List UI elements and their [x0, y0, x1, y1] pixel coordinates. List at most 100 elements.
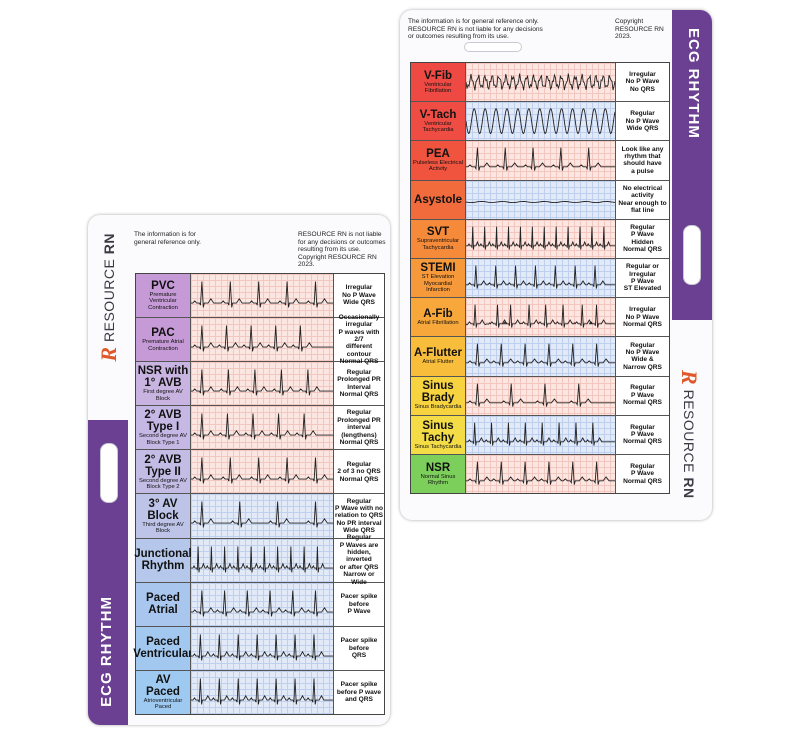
brand-mark: R [96, 346, 121, 362]
rhythm-name: PAC [151, 327, 175, 340]
rhythm-description: Occasionally irregular P waves with 2/7 dif… [334, 314, 384, 365]
ecg-strip [191, 406, 334, 450]
rhythm-description: Pacer spike before P Wave [334, 583, 384, 626]
rhythm-name-cell: Sinus Brady Sinus Bradycardia [411, 376, 466, 415]
rhythm-row: A-Flutter Atrial Flutter Regular No P Wave W… [411, 337, 669, 377]
ecg-strip [191, 318, 334, 362]
rhythm-description: Regular Prolonged PR Interval Normal QRS [334, 362, 384, 405]
ecg-line [191, 590, 333, 616]
rhythm-name: Junctional Rhythm [134, 548, 192, 573]
copyright: Copyright RESOURCE RN 2023. [615, 18, 664, 41]
brand-word: RESOURCE [101, 258, 117, 342]
ecg-strip [466, 102, 616, 141]
description-line: Normal QRS [339, 391, 379, 399]
rhythm-name: SVT [426, 226, 450, 239]
rhythm-description: Irregular No P Wave Normal QRS [616, 298, 669, 336]
description-line: Hidden [631, 238, 654, 246]
ecg-trace [466, 416, 615, 454]
description-line: and QRS [345, 696, 373, 704]
description-line: Wide QRS [626, 124, 659, 132]
ecg-line [466, 109, 615, 134]
ecg-strip [466, 180, 616, 219]
rhythm-subtitle: Premature Ventricular Contraction [148, 291, 178, 311]
rhythm-name-cell: 2° AVB Type II Second degree AV Block Typ… [136, 450, 191, 494]
ecg-line [191, 678, 333, 704]
rhythm-row: STEMI ST Elevation Myocardial Infarction R… [411, 258, 669, 299]
rhythm-name: AV Paced [146, 673, 180, 698]
rhythm-name-cell: A-Flutter Atrial Flutter [411, 337, 466, 376]
rhythm-description: Pacer spike before P wave and QRS [334, 671, 384, 714]
description-line: Near enough to [618, 199, 667, 207]
ecg-trace [466, 377, 615, 415]
brand-word: RESOURCE [681, 389, 697, 473]
ecg-strip [191, 362, 334, 406]
card-title: ECG RHYTHM [685, 28, 702, 139]
rhythm-description: Regular P Wave Hidden Normal QRS [616, 220, 669, 258]
ecg-line [466, 74, 615, 91]
description-line: before P wave [336, 688, 382, 696]
ecg-trace [466, 337, 615, 375]
ecg-strip [191, 450, 334, 494]
description-line: Pacer spike [340, 637, 378, 645]
description-line: Regular [346, 460, 372, 468]
ecg-strip [466, 63, 616, 102]
ecg-strip [191, 494, 334, 538]
description-line: Regular [630, 384, 655, 392]
rhythm-name: NSR with 1° AVB [137, 365, 189, 390]
description-line: No P Wave [625, 78, 660, 86]
ecg-strip [191, 538, 334, 582]
description-line: rhythm that [624, 153, 661, 161]
ecg-strip [466, 415, 616, 454]
description-line: No electrical [622, 184, 663, 192]
ecg-trace [191, 406, 333, 449]
rhythm-name: V-Tach [419, 108, 457, 121]
rhythm-name: A-Flutter [414, 347, 462, 360]
description-line: 2 of 3 no QRS [337, 468, 381, 476]
brand-logo: R RESOURCE RN [676, 370, 702, 499]
description-line: Normal QRS [623, 399, 662, 407]
rhythm-name-cell: A-Fib Atrial Fibrillation [411, 298, 466, 337]
description-line: Prolonged PR [337, 376, 381, 384]
ecg-trace [466, 63, 615, 101]
rhythm-description: Regular P Wave Normal QRS [616, 416, 669, 454]
rhythm-row: PAC Premature Atrial Contraction Occasiona… [136, 314, 384, 365]
ecg-line [466, 344, 615, 367]
rhythm-row: Sinus Brady Sinus Bradycardia Regular P Wav… [411, 376, 669, 416]
description-line: (lengthens) [341, 431, 377, 439]
description-line: Normal QRS [623, 438, 662, 446]
ecg-strip [191, 274, 334, 318]
rhythm-name-cell: V-Tach Ventricular Tachycardia [411, 102, 466, 141]
description-line: No P Wave [342, 291, 376, 299]
ecg-line [191, 326, 333, 352]
rhythm-subtitle: Atrioventricular Paced [143, 697, 183, 711]
ecg-trace [191, 539, 333, 582]
ecg-trace [466, 141, 615, 179]
rhythm-subtitle: ST Elevation Myocardial Infarction [421, 274, 455, 294]
description-line: P waves with 2/7 [338, 328, 380, 343]
description-line: Prolonged PR [337, 416, 381, 424]
rhythm-name-cell: PAC Premature Atrial Contraction [136, 318, 191, 362]
description-line: P Wave [347, 607, 371, 615]
description-line: Regular [346, 534, 372, 542]
ecg-line [466, 266, 615, 289]
description-line: relation to QRS [335, 512, 383, 520]
ecg-line [466, 201, 615, 202]
rhythm-description: Look like any rhythm that should have a pul… [616, 141, 669, 179]
description-line: Regular [630, 224, 655, 232]
description-line: different contour [345, 343, 373, 358]
description-line: Normal QRS [623, 477, 662, 485]
rhythm-name-cell: STEMI ST Elevation Myocardial Infarction [411, 258, 466, 298]
rhythm-subtitle: Atrial Fibrillation [417, 320, 459, 327]
ecg-trace [191, 362, 333, 405]
rhythm-description: Pacer spike before QRS [334, 627, 384, 670]
rhythm-name-cell: Junctional Rhythm [134, 538, 192, 582]
description-line: Regular [346, 409, 372, 417]
description-line: Wide QRS [343, 527, 375, 535]
description-line: Regular [630, 110, 655, 118]
rhythm-name-cell: NSR Normal Sinus Rhythm [411, 454, 466, 494]
description-line: Regular [630, 423, 655, 431]
rhythm-name: 2° AVB Type II [144, 453, 182, 478]
description-line: before [348, 644, 370, 652]
rhythm-description: Regular No P Wave Wide & Narrow QRS [616, 337, 669, 375]
